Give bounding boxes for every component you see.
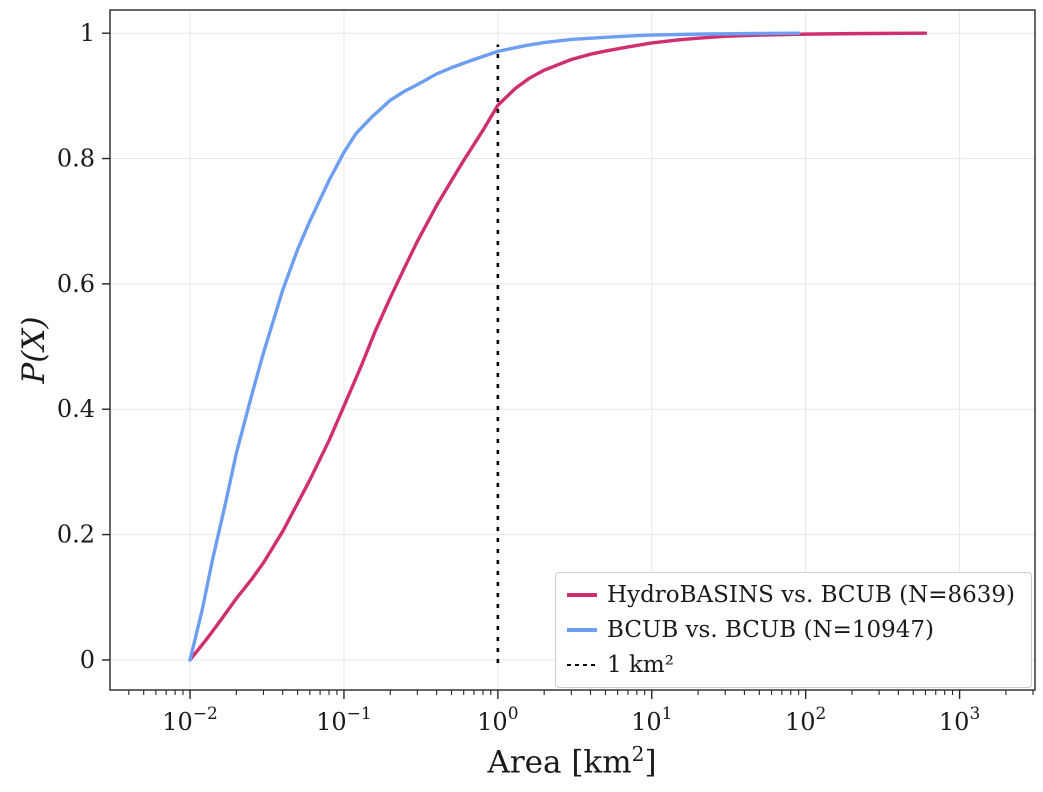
- x-tick-label: 102: [785, 704, 826, 736]
- x-axis-ticks: 10−2 10−1 100 101 102 103: [128, 690, 1034, 736]
- y-tick-label: 0: [80, 646, 95, 674]
- legend-item-vline: 1 km²: [567, 652, 1015, 678]
- legend: HydroBASINS vs. BCUB (N=8639) BCUB vs. B…: [555, 572, 1032, 688]
- x-axis-label: Area [km2]: [487, 742, 656, 780]
- legend-item-bcub: BCUB vs. BCUB (N=10947): [567, 617, 1015, 643]
- legend-line-swatch-blue: [567, 628, 598, 632]
- legend-label-vline: 1 km²: [607, 652, 674, 678]
- legend-line-swatch-pink: [567, 593, 598, 597]
- x-axis-label-sup: 2: [631, 742, 645, 766]
- legend-label-bcub: BCUB vs. BCUB (N=10947): [607, 617, 934, 643]
- cdf-curve-0: [188, 31, 928, 662]
- y-tick-label: 0.4: [57, 395, 95, 423]
- x-axis-label-close: ]: [644, 744, 657, 781]
- legend-label-hydrobasins: HydroBASINS vs. BCUB (N=8639): [607, 582, 1015, 608]
- y-tick-label: 1: [80, 19, 95, 47]
- y-tick-label: 0.6: [57, 270, 95, 298]
- legend-dashed-swatch: [567, 663, 598, 667]
- x-tick-label: 100: [477, 704, 518, 736]
- x-tick-label: 103: [939, 704, 980, 736]
- cdf-curve-1: [188, 31, 801, 662]
- plot-spines: [109, 9, 1036, 691]
- legend-item-hydrobasins: HydroBASINS vs. BCUB (N=8639): [567, 582, 1015, 608]
- y-axis-ticks: 0 0.2 0.4 0.6 0.8 1: [57, 19, 110, 674]
- y-tick-label: 0.2: [57, 521, 95, 549]
- y-tick-label: 0.8: [57, 145, 95, 173]
- x-tick-label: 10−1: [316, 704, 372, 736]
- x-axis-label-text: Area [km: [487, 744, 632, 781]
- y-axis-label: P(X): [16, 316, 52, 384]
- x-tick-label: 101: [631, 704, 672, 736]
- x-tick-label: 10−2: [162, 704, 218, 736]
